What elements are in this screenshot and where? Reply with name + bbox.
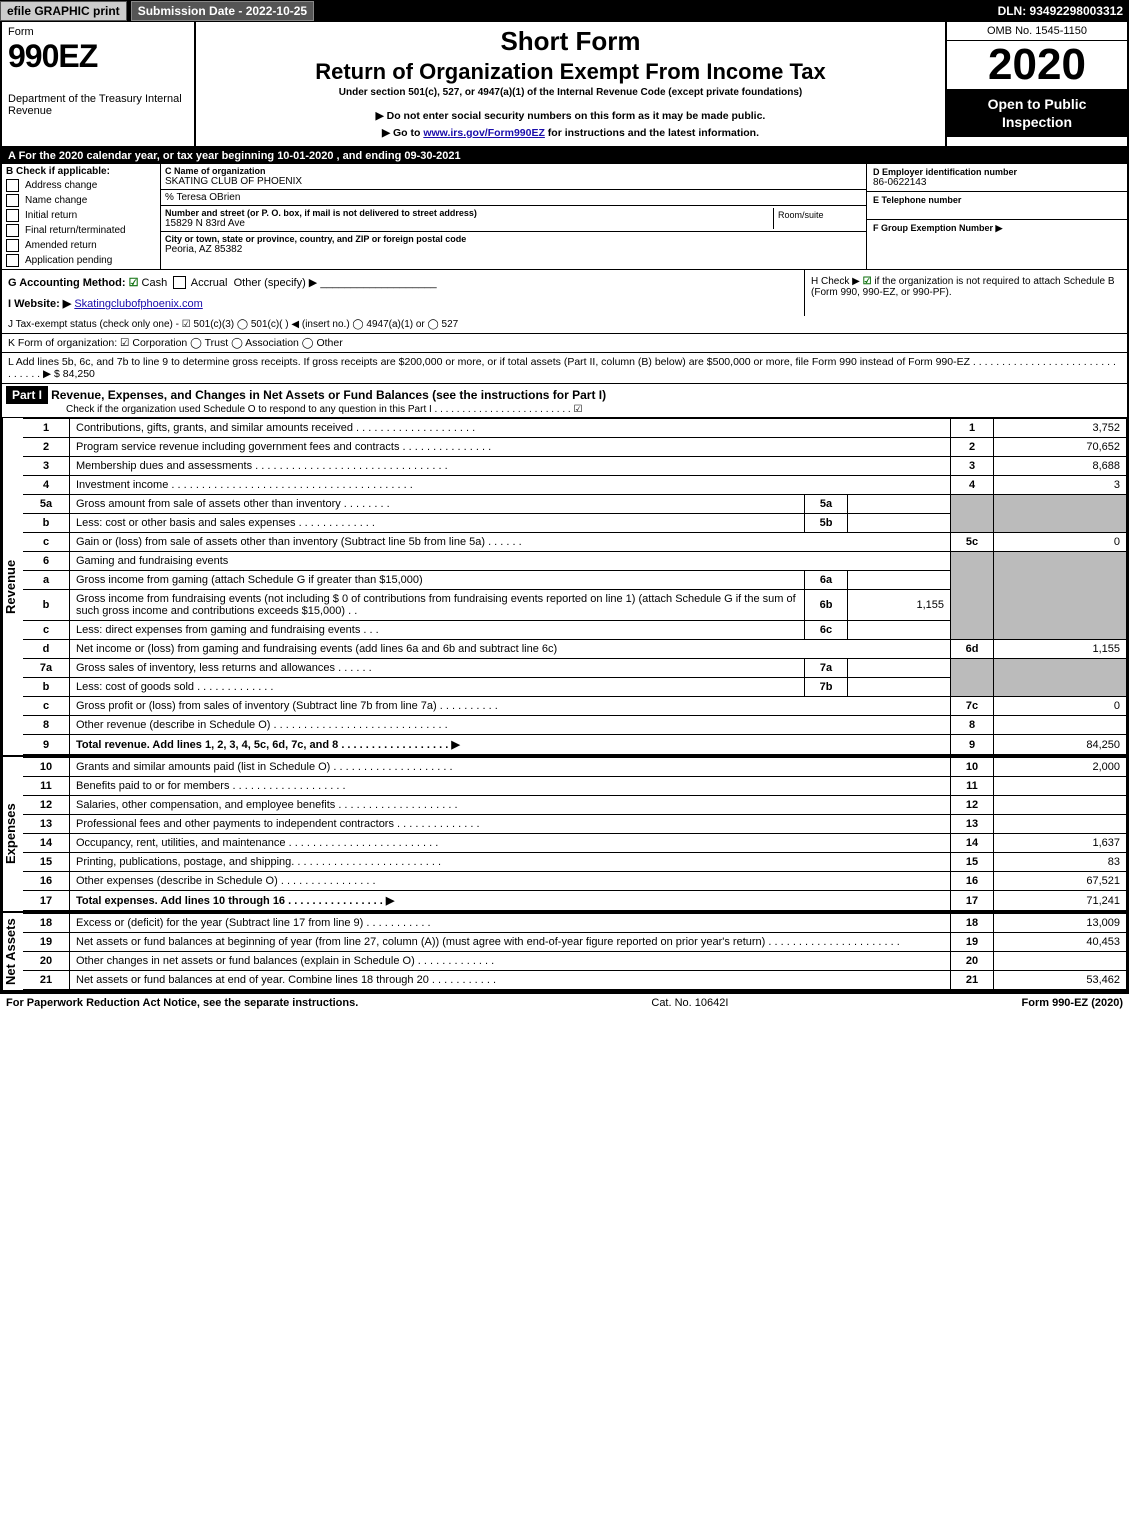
efile-print-button[interactable]: efile GRAPHIC print [0,1,127,21]
dln-label: DLN: 93492298003312 [998,4,1129,18]
org-name-label: C Name of organization [165,166,862,176]
row-l-text: L Add lines 5b, 6c, and 7b to line 9 to … [8,356,1116,380]
part1-title: Revenue, Expenses, and Changes in Net As… [51,388,606,402]
row-h: H Check ▶ ☑ if the organization is not r… [805,270,1127,317]
header-mid: Short Form Return of Organization Exempt… [196,22,945,146]
ein-value: 86-0622143 [873,177,1121,188]
phone-label: E Telephone number [873,195,1121,205]
omb-number: OMB No. 1545-1150 [947,22,1127,41]
open-to-public: Open to Public Inspection [947,89,1127,137]
city-label: City or town, state or province, country… [165,234,862,244]
line-13: 13Professional fees and other payments t… [23,815,1127,834]
line-4: 4Investment income . . . . . . . . . . .… [23,476,1127,495]
col-b-title: B Check if applicable: [6,166,156,177]
cb-name-change[interactable]: Name change [6,194,156,207]
return-title: Return of Organization Exempt From Incom… [204,59,937,85]
line-7c: cGross profit or (loss) from sales of in… [23,697,1127,716]
line-21: 21Net assets or fund balances at end of … [23,971,1127,990]
cb-application-pending[interactable]: Application pending [6,254,156,267]
col-b-checkboxes: B Check if applicable: Address change Na… [2,164,161,269]
side-net-assets: Net Assets [2,913,23,990]
tax-year: 2020 [947,41,1127,89]
line-3: 3Membership dues and assessments . . . .… [23,457,1127,476]
bullet2-post: for instructions and the latest informat… [545,127,759,139]
bullet-1: ▶ Do not enter social security numbers o… [204,108,937,125]
line-10: 10Grants and similar amounts paid (list … [23,758,1127,777]
group-exemption-label: F Group Exemption Number ▶ [873,223,1121,234]
row-h-pre: H Check ▶ [811,276,863,287]
top-bar: efile GRAPHIC print Submission Date - 20… [0,0,1129,22]
line-6d: dNet income or (loss) from gaming and fu… [23,640,1127,659]
header-right: OMB No. 1545-1150 2020 Open to Public In… [945,22,1127,146]
row-l-gross-receipts: L Add lines 5b, 6c, and 7b to line 9 to … [0,353,1129,384]
part1-label: Part I [6,386,48,404]
row-k-form-org: K Form of organization: ☑ Corporation ◯ … [0,334,1129,353]
department-label: Department of the Treasury Internal Reve… [8,93,188,117]
ein-label: D Employer identification number [873,167,1121,177]
line-19: 19Net assets or fund balances at beginni… [23,933,1127,952]
line-8: 8Other revenue (describe in Schedule O) … [23,716,1127,735]
cb-address-change[interactable]: Address change [6,179,156,192]
other-label: Other (specify) ▶ [234,277,318,289]
bullet-2: ▶ Go to www.irs.gov/Form990EZ for instru… [204,125,937,142]
form-number: 990EZ [8,38,188,75]
street-address: 15829 N 83rd Ave [165,218,773,229]
street-label: Number and street (or P. O. box, if mail… [165,208,773,218]
footer-cat-no: Cat. No. 10642I [358,997,1021,1009]
cb-final-return[interactable]: Final return/terminated [6,224,156,237]
cb-initial-return[interactable]: Initial return [6,209,156,222]
part1-subtext: Check if the organization used Schedule … [6,404,1123,415]
room-suite-label: Room/suite [773,208,862,229]
line-16: 16Other expenses (describe in Schedule O… [23,872,1127,891]
care-of: % Teresa OBrien [161,190,866,206]
col-de: D Employer identification number 86-0622… [867,164,1127,269]
bullet2-pre: ▶ Go to [382,127,423,139]
irs-link[interactable]: www.irs.gov/Form990EZ [423,127,545,139]
line-15: 15Printing, publications, postage, and s… [23,853,1127,872]
line-11: 11Benefits paid to or for members . . . … [23,777,1127,796]
accrual-label: Accrual [191,277,228,289]
line-5c: cGain or (loss) from sale of assets othe… [23,533,1127,552]
website-link[interactable]: Skatingclubofphoenix.com [74,298,202,310]
row-l-amount: 84,250 [63,368,95,380]
line-9: 9Total revenue. Add lines 1, 2, 3, 4, 5c… [23,735,1127,755]
header-left: Form 990EZ Department of the Treasury In… [2,22,196,146]
line-1: 1Contributions, gifts, grants, and simil… [23,419,1127,438]
form-header: Form 990EZ Department of the Treasury In… [0,22,1129,148]
line-17: 17Total expenses. Add lines 10 through 1… [23,891,1127,911]
under-section-text: Under section 501(c), 527, or 4947(a)(1)… [204,87,937,98]
short-form-title: Short Form [204,26,937,57]
website-label: I Website: ▶ [8,298,71,310]
cb-amended-return[interactable]: Amended return [6,239,156,252]
line-20: 20Other changes in net assets or fund ba… [23,952,1127,971]
footer-form-id: Form 990-EZ (2020) [1022,997,1123,1009]
org-name: SKATING CLUB OF PHOENIX [165,176,862,187]
line-18: 18Excess or (deficit) for the year (Subt… [23,914,1127,933]
line-7a: 7aGross sales of inventory, less returns… [23,659,1127,678]
accounting-label: G Accounting Method: [8,277,126,289]
line-5a: 5aGross amount from sale of assets other… [23,495,1127,514]
line-2: 2Program service revenue including gover… [23,438,1127,457]
city-state-zip: Peoria, AZ 85382 [165,244,862,255]
cash-checkbox[interactable]: ☑ [129,277,139,289]
schedule-b-checkbox[interactable]: ☑ [863,276,872,287]
side-revenue: Revenue [2,418,23,755]
line-14: 14Occupancy, rent, utilities, and mainte… [23,834,1127,853]
side-expenses: Expenses [2,757,23,911]
accrual-checkbox[interactable] [173,276,186,289]
row-a-tax-year: A For the 2020 calendar year, or tax yea… [0,148,1129,164]
form-word: Form [8,26,188,38]
phone-value [873,205,1121,216]
footer-left: For Paperwork Reduction Act Notice, see … [6,997,358,1009]
cash-label: Cash [142,277,168,289]
row-g-accounting: G Accounting Method: ☑ Cash Accrual Othe… [2,270,805,317]
row-j-tax-exempt: J Tax-exempt status (check only one) - ☑… [0,316,1129,334]
col-c-org-info: C Name of organization SKATING CLUB OF P… [161,164,867,269]
line-12: 12Salaries, other compensation, and empl… [23,796,1127,815]
footer: For Paperwork Reduction Act Notice, see … [0,992,1129,1012]
line-6: 6Gaming and fundraising events [23,552,1127,571]
submission-date-button[interactable]: Submission Date - 2022-10-25 [131,1,314,21]
